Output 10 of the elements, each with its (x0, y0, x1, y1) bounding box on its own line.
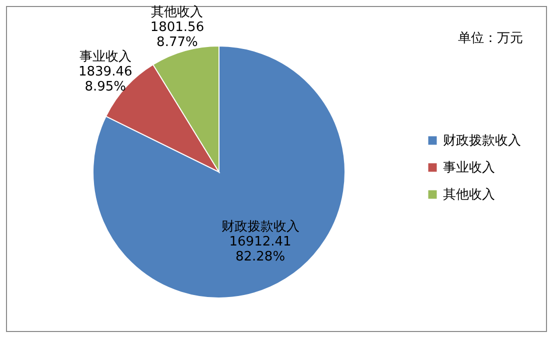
legend-label: 其他收入 (443, 188, 495, 202)
legend-label: 财政拨款收入 (443, 134, 521, 148)
slice-label: 事业收入 (79, 49, 132, 64)
slice-label: 财政拨款收入 (221, 219, 300, 234)
data-label: 1839.46 8.95% (78, 64, 132, 94)
text: 单位：万元 (458, 31, 523, 46)
data-label: 1801.56 8.77% (150, 20, 204, 50)
slice-label: 其他收入 (151, 5, 204, 20)
data-label: 16912.41 82.28% (229, 234, 292, 264)
legend-label: 事业收入 (443, 160, 495, 176)
